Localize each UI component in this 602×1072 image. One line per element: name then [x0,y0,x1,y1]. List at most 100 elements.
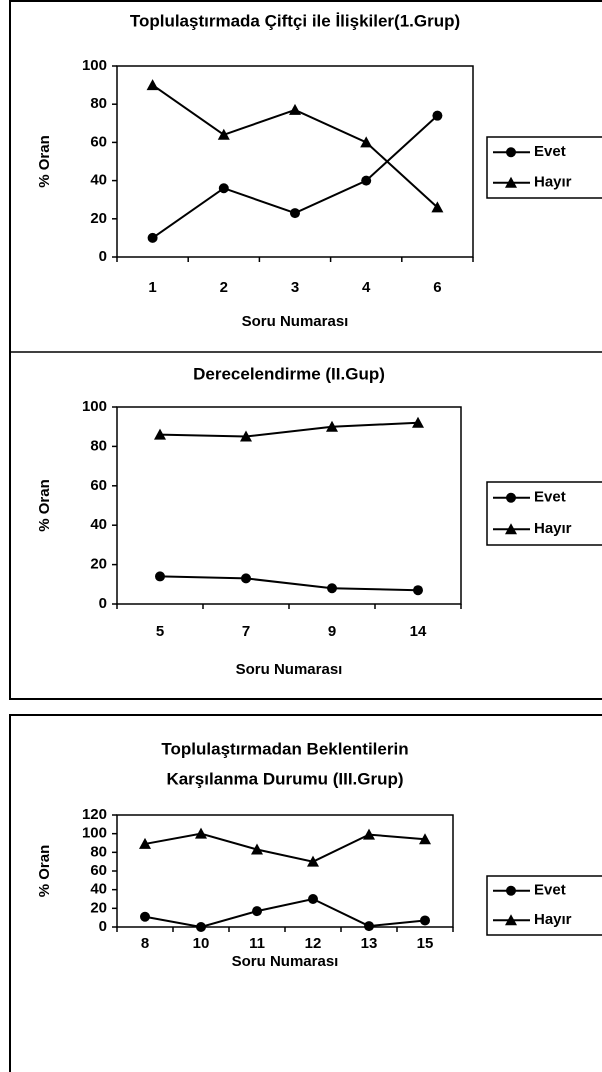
y-axis-label: % Oran [36,845,53,898]
marker-triangle [419,833,431,845]
marker-triangle [431,201,444,213]
y-tick-label: 60 [90,133,107,150]
y-tick-label: 100 [82,398,107,415]
plot-area [116,406,462,605]
marker-triangle [146,79,159,91]
x-tick-label: 12 [305,935,322,952]
legend-label: Hayır [534,520,572,537]
y-tick-label: 20 [90,899,107,916]
marker-triangle [154,428,166,440]
x-tick-label: 13 [361,935,378,952]
y-tick-label: 60 [90,862,107,879]
x-tick-label: 2 [220,279,228,296]
y-tick-label: 40 [90,881,107,898]
legend-marker [505,914,517,926]
marker-triangle [139,837,151,849]
marker-triangle [251,843,263,855]
marker-circle [155,571,165,582]
y-tick-label: 80 [90,95,107,112]
series-line [144,832,426,863]
x-tick-label: 8 [141,935,149,952]
plot-area [116,65,474,258]
frame-bottom [9,714,602,1072]
marker-triangle [240,430,252,442]
y-axis-label: % Oran [36,479,53,532]
series-line [159,575,419,592]
marker-triangle [289,103,301,115]
series-line [152,84,439,209]
y-tick-label: 100 [82,57,107,74]
y-axis-label: % Oran [36,135,53,188]
marker-circle [290,208,300,219]
marker-triangle [360,136,373,148]
legend-marker [505,523,517,535]
y-tick-label: 20 [90,210,107,227]
legend-marker [506,885,516,896]
legend-label: Hayır [534,911,572,928]
marker-circle [140,911,150,922]
chart-title: Derecelendirme (II.Gup) [193,364,385,383]
marker-circle [432,110,443,121]
x-tick-label: 11 [249,935,265,952]
x-tick-label: 7 [242,623,250,640]
x-tick-label: 1 [148,279,156,296]
marker-triangle [412,416,424,428]
x-tick-label: 15 [417,935,434,952]
x-tick-label: 10 [193,935,210,952]
marker-circle [361,175,372,186]
frame-top [9,0,602,700]
legend-box [486,481,602,546]
x-axis-label: Soru Numarası [236,661,343,678]
marker-circle [308,894,318,904]
y-tick-label: 120 [82,806,107,823]
marker-circle [147,232,158,243]
legend-marker [506,492,516,503]
marker-circle [241,573,251,584]
legend-label: Evet [534,489,566,506]
series-line [144,897,426,929]
x-tick-label: 5 [156,623,164,640]
y-tick-label: 0 [99,918,107,935]
x-tick-label: 14 [410,623,427,640]
marker-circle [364,921,374,932]
marker-triangle [326,420,338,432]
x-tick-label: 3 [291,279,299,296]
y-tick-label: 80 [90,437,107,454]
marker-circle [252,906,262,917]
legend-marker [506,147,516,158]
marker-circle [413,585,423,596]
marker-circle [218,183,229,194]
x-tick-label: 6 [433,279,441,296]
x-tick-label: 9 [328,623,336,640]
plot-area [116,814,454,928]
legend-label: Evet [534,882,566,899]
legend-box [486,136,602,199]
chart-title: Toplulaştırmadan Beklentilerin [161,739,408,758]
y-tick-label: 0 [99,248,107,265]
legend-label: Hayır [534,174,572,191]
y-tick-label: 20 [90,556,107,573]
y-tick-label: 60 [90,477,107,494]
series-line [152,114,439,239]
y-tick-label: 0 [99,595,107,612]
marker-triangle [363,828,375,840]
y-tick-label: 40 [90,516,107,533]
x-tick-label: 4 [362,279,371,296]
marker-circle [327,583,337,594]
marker-circle [420,915,430,926]
chart-title: Karşılanma Durumu (III.Grup) [166,769,403,788]
y-tick-label: 80 [90,843,107,860]
marker-triangle [195,827,207,839]
legend-label: Evet [534,143,566,160]
chart-title: Toplulaştırmada Çiftçi ile İlişkiler(1.G… [130,11,460,30]
series-line [159,421,419,438]
y-tick-label: 40 [90,172,107,189]
legend-marker [505,176,517,188]
marker-circle [196,922,206,932]
x-axis-label: Soru Numarası [242,313,349,330]
marker-triangle [307,855,319,867]
x-axis-label: Soru Numarası [232,953,339,970]
marker-triangle [217,128,230,140]
y-tick-label: 100 [82,825,107,842]
